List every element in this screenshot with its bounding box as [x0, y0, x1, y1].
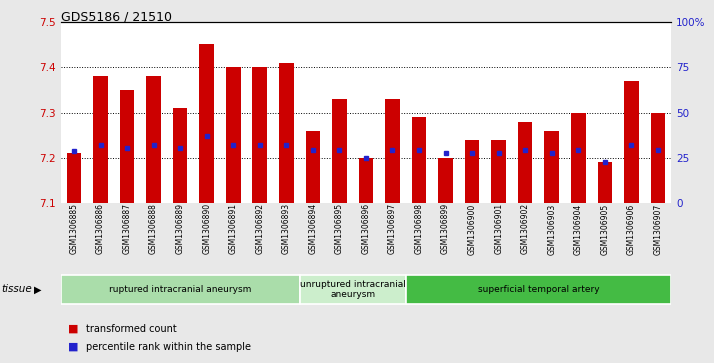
Text: GSM1306897: GSM1306897 — [388, 203, 397, 254]
Bar — [598, 162, 612, 203]
Bar — [385, 99, 400, 203]
Bar — [94, 76, 108, 203]
Bar — [253, 67, 267, 203]
Bar — [120, 90, 134, 203]
Bar — [226, 67, 241, 203]
Bar — [544, 131, 559, 203]
Text: GSM1306887: GSM1306887 — [123, 203, 131, 254]
Bar — [650, 113, 665, 203]
Text: GSM1306892: GSM1306892 — [256, 203, 264, 254]
Text: ▶: ▶ — [34, 285, 42, 294]
Text: GSM1306899: GSM1306899 — [441, 203, 450, 254]
Text: transformed count: transformed count — [86, 323, 176, 334]
Text: ruptured intracranial aneurysm: ruptured intracranial aneurysm — [109, 285, 251, 294]
Text: GSM1306904: GSM1306904 — [574, 203, 583, 254]
Bar — [438, 158, 453, 203]
Text: GSM1306906: GSM1306906 — [627, 203, 636, 254]
Bar — [66, 153, 81, 203]
Bar — [146, 76, 161, 203]
Text: GDS5186 / 21510: GDS5186 / 21510 — [61, 11, 171, 24]
FancyBboxPatch shape — [406, 275, 671, 304]
Text: GSM1306901: GSM1306901 — [494, 203, 503, 254]
Text: GSM1306894: GSM1306894 — [308, 203, 317, 254]
Bar — [491, 140, 506, 203]
Text: superficial temporal artery: superficial temporal artery — [478, 285, 599, 294]
Text: GSM1306903: GSM1306903 — [547, 203, 556, 254]
Text: unruptured intracranial
aneurysm: unruptured intracranial aneurysm — [300, 280, 406, 299]
Text: GSM1306889: GSM1306889 — [176, 203, 185, 254]
Text: GSM1306886: GSM1306886 — [96, 203, 105, 254]
Bar — [624, 81, 638, 203]
Text: ■: ■ — [68, 323, 79, 334]
Bar — [518, 122, 533, 203]
Text: GSM1306893: GSM1306893 — [282, 203, 291, 254]
Bar — [465, 140, 479, 203]
Text: GSM1306898: GSM1306898 — [415, 203, 423, 254]
Bar — [173, 108, 188, 203]
Text: GSM1306896: GSM1306896 — [361, 203, 371, 254]
Text: GSM1306895: GSM1306895 — [335, 203, 344, 254]
Text: GSM1306900: GSM1306900 — [468, 203, 476, 254]
FancyBboxPatch shape — [61, 275, 300, 304]
Bar — [571, 113, 585, 203]
Text: GSM1306905: GSM1306905 — [600, 203, 609, 254]
Text: percentile rank within the sample: percentile rank within the sample — [86, 342, 251, 352]
Text: ■: ■ — [68, 342, 79, 352]
Text: GSM1306907: GSM1306907 — [653, 203, 663, 254]
Bar — [412, 117, 426, 203]
Bar — [358, 158, 373, 203]
Bar — [332, 99, 347, 203]
Bar — [279, 62, 293, 203]
Text: GSM1306902: GSM1306902 — [521, 203, 530, 254]
Text: GSM1306890: GSM1306890 — [202, 203, 211, 254]
Text: GSM1306885: GSM1306885 — [69, 203, 79, 254]
Bar — [199, 44, 214, 203]
Bar — [306, 131, 320, 203]
Text: GSM1306888: GSM1306888 — [149, 203, 158, 254]
Text: tissue: tissue — [1, 285, 32, 294]
Text: GSM1306891: GSM1306891 — [228, 203, 238, 254]
FancyBboxPatch shape — [300, 275, 406, 304]
